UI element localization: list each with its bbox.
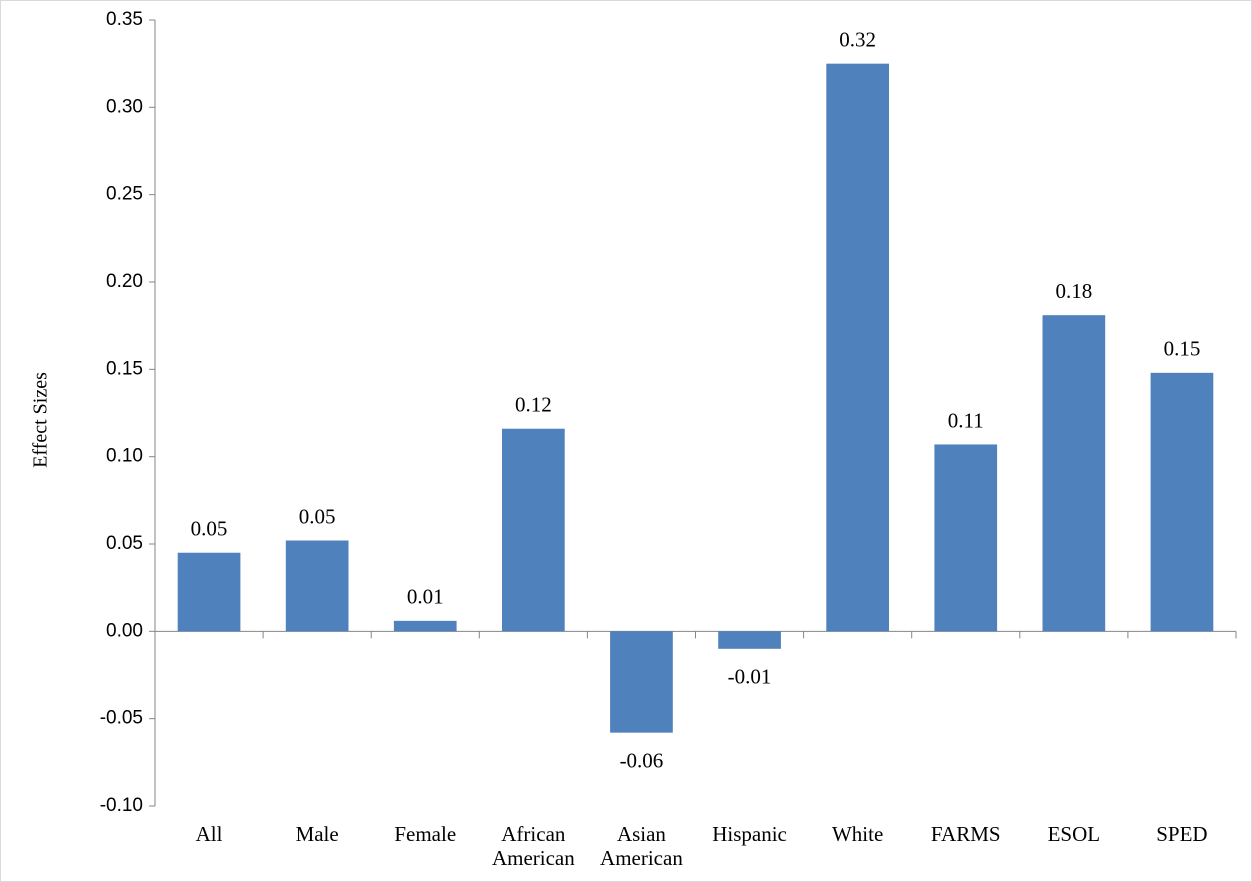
- y-tick-label: 0.00: [106, 620, 143, 641]
- bar: [285, 540, 349, 632]
- bar: [502, 428, 565, 632]
- y-tick-label: -0.05: [100, 708, 143, 729]
- data-label: 0.18: [1055, 279, 1092, 303]
- data-label: -0.01: [728, 665, 772, 689]
- bar: [1150, 372, 1214, 632]
- y-tick-label: 0.30: [106, 96, 143, 117]
- bar: [826, 63, 889, 632]
- y-axis-label: Effect Sizes: [30, 372, 52, 468]
- data-label: 0.01: [407, 585, 444, 609]
- bar: [718, 631, 781, 649]
- x-tick-label: FARMS: [930, 822, 1001, 846]
- y-tick-label: 0.10: [106, 446, 143, 467]
- x-tick-label: White: [831, 822, 884, 846]
- y-tick-label: 0.05: [106, 533, 143, 554]
- data-label: -0.06: [620, 748, 664, 772]
- x-tick-label: Hispanic: [712, 822, 787, 846]
- data-label: 0.15: [1164, 337, 1201, 361]
- data-label: 0.11: [948, 408, 984, 432]
- bar: [177, 552, 241, 632]
- x-tick-label: ESOL: [1047, 822, 1101, 846]
- x-tick-label: All: [195, 822, 223, 846]
- bar: [610, 631, 673, 733]
- x-tick-label: Male: [295, 822, 339, 846]
- x-tick-label: Female: [394, 822, 457, 846]
- data-label: 0.05: [299, 504, 336, 528]
- y-tick-label: -0.10: [100, 795, 143, 816]
- y-tick-label: 0.15: [106, 358, 143, 379]
- bar: [1042, 315, 1106, 632]
- bar: [934, 444, 998, 632]
- data-label: 0.32: [839, 27, 876, 51]
- y-tick-label: 0.25: [106, 184, 143, 205]
- x-tick-label: Asian American: [600, 822, 683, 870]
- y-tick-label: 0.20: [106, 271, 143, 292]
- x-tick-label: African American: [491, 822, 575, 870]
- y-tick-label: 0.35: [106, 9, 143, 30]
- x-tick-label: SPED: [1156, 822, 1208, 846]
- bar: [393, 620, 457, 632]
- data-label: 0.05: [191, 517, 228, 541]
- data-label: 0.12: [515, 393, 552, 417]
